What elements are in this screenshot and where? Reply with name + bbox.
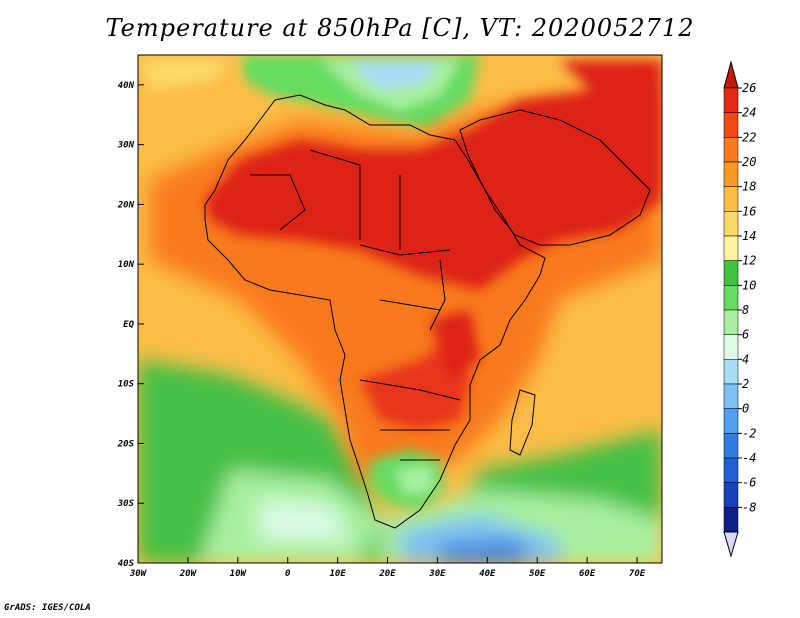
colorbar-bottom-arrow: [723, 531, 739, 558]
map-title: Temperature at 850hPa [C], VT: 202005271…: [105, 14, 695, 42]
colorbar-swatch: [723, 161, 739, 187]
colorbar-label: 4: [742, 352, 749, 366]
lat-tick-label: 40N: [118, 81, 135, 91]
colorbar-swatch: [723, 112, 739, 138]
colorbar-swatch: [723, 309, 739, 335]
colorbar-label: -8: [742, 500, 756, 514]
lat-tick-label: 30N: [117, 141, 135, 151]
colorbar-swatch: [723, 137, 739, 163]
colorbar-label: 8: [742, 303, 749, 317]
colorbar-label: 10: [742, 278, 756, 292]
colorbar-swatch: [723, 334, 739, 360]
colorbar-label: 2: [742, 377, 749, 391]
colorbar-swatch: [723, 482, 739, 508]
colorbar-swatch: [723, 408, 739, 434]
grads-credit: GrADS: IGES/COLA: [4, 603, 91, 613]
lat-tick-label: 30S: [117, 499, 135, 509]
colorbar-label: -2: [742, 426, 756, 440]
lon-tick-label: 10E: [329, 569, 346, 579]
temperature-field: [138, 55, 662, 563]
colorbar-label: 14: [742, 229, 756, 243]
colorbar-label: 12: [742, 254, 756, 268]
lat-tick-label: 40S: [118, 559, 135, 569]
colorbar-swatch: [723, 359, 739, 385]
lat-tick-label: 20N: [117, 200, 135, 210]
lon-tick-label: 20E: [378, 569, 396, 579]
lon-tick-label: 60E: [579, 569, 596, 579]
colorbar-label: 6: [742, 328, 749, 342]
colorbar-label: 26: [742, 81, 756, 95]
map-frame: [137, 54, 663, 564]
colorbar-label: 24: [742, 106, 756, 120]
lon-tick-label: 10W: [230, 569, 248, 579]
lat-tick-label: EQ: [123, 320, 134, 330]
colorbar-swatch: [723, 211, 739, 237]
colorbar-label: -6: [742, 476, 756, 490]
colorbar-top-arrow: [723, 60, 739, 89]
colorbar-swatch: [723, 260, 739, 286]
coastlines: [204, 94, 651, 529]
colorbar-label: 20: [742, 155, 756, 169]
lat-tick-label: 10S: [118, 380, 135, 390]
lat-tick-label: 20S: [117, 439, 135, 449]
colorbar-swatch: [723, 186, 739, 212]
colorbar-label: -4: [742, 451, 756, 465]
lat-tick-label: 10N: [118, 260, 135, 270]
colorbar-swatch: [723, 507, 739, 533]
lon-tick-label: 30E: [428, 569, 446, 579]
axis-ticks: 30W 20W 10W 0 10E 20E 30E 40E 50E 60E 70E 40N 30N 20N…: [117, 81, 646, 579]
colorbar-label: 22: [742, 130, 756, 144]
colorbar-swatch: [723, 285, 739, 311]
lon-tick-label: 30W: [129, 569, 148, 579]
lon-tick-label: 40E: [479, 569, 496, 579]
lon-tick-label: 70E: [629, 569, 646, 579]
colorbar-swatch: [723, 433, 739, 459]
colorbar-swatch: [723, 87, 739, 113]
colorbar-swatch: [723, 383, 739, 409]
lon-tick-label: 50E: [529, 569, 546, 579]
colorbar-label: 16: [742, 204, 756, 218]
colorbar-swatch: [723, 235, 739, 261]
lon-tick-label: 0: [285, 569, 291, 579]
colorbar-swatch: [723, 457, 739, 483]
colorbar-label: 18: [742, 180, 756, 194]
colorbar-label: 0: [742, 402, 749, 416]
lon-tick-label: 20W: [179, 569, 198, 579]
